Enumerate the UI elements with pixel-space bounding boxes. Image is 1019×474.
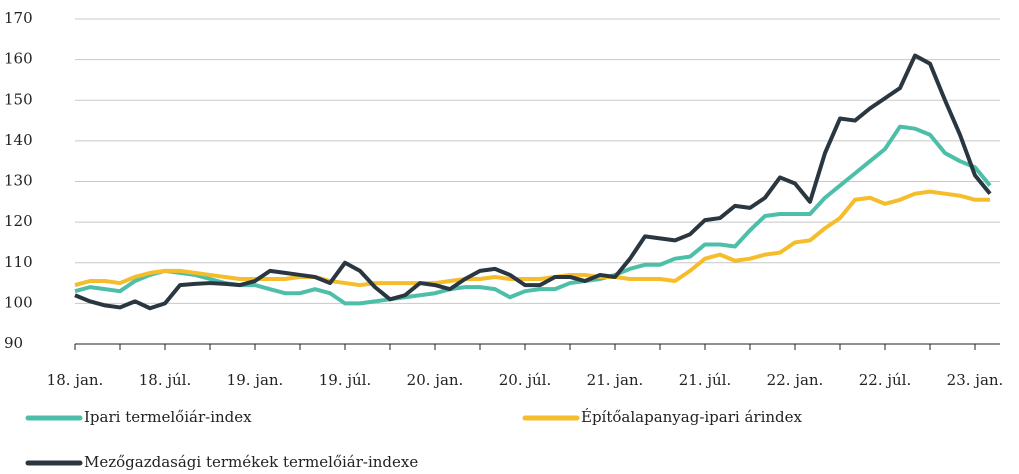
y-tick-label: 90 — [4, 334, 23, 352]
legend-label: Ipari termelőiár-index — [84, 408, 252, 426]
x-tick-label: 23. jan. — [947, 371, 1004, 389]
series-line — [74, 53, 992, 311]
x-tick-label: 21. júl. — [679, 371, 732, 389]
legend-label: Mezőgazdasági termékek termelőiár-indexe — [84, 453, 418, 471]
y-tick-label: 120 — [4, 212, 33, 230]
legend-label: Építőalapanyag-ipari árindex — [581, 408, 803, 426]
x-tick-label: 20. júl. — [499, 371, 552, 389]
x-tick-label: 18. júl. — [139, 371, 192, 389]
y-tick-label: 110 — [4, 253, 33, 271]
x-tick-label: 19. jan. — [227, 371, 284, 389]
y-tick-label: 130 — [4, 172, 33, 190]
y-tick-label: 100 — [4, 293, 33, 311]
x-tick-label: 21. jan. — [587, 371, 644, 389]
y-tick-label: 150 — [4, 90, 33, 108]
x-tick-label: 20. jan. — [407, 371, 464, 389]
x-tick-label: 18. jan. — [47, 371, 104, 389]
x-tick-label: 22. júl. — [859, 371, 912, 389]
x-tick-label: 19. júl. — [319, 371, 372, 389]
series-line — [74, 189, 990, 288]
x-tick-label: 22. jan. — [767, 371, 824, 389]
y-tick-label: 140 — [4, 131, 33, 149]
y-tick-label: 170 — [4, 9, 33, 27]
y-tick-label: 160 — [4, 50, 33, 68]
